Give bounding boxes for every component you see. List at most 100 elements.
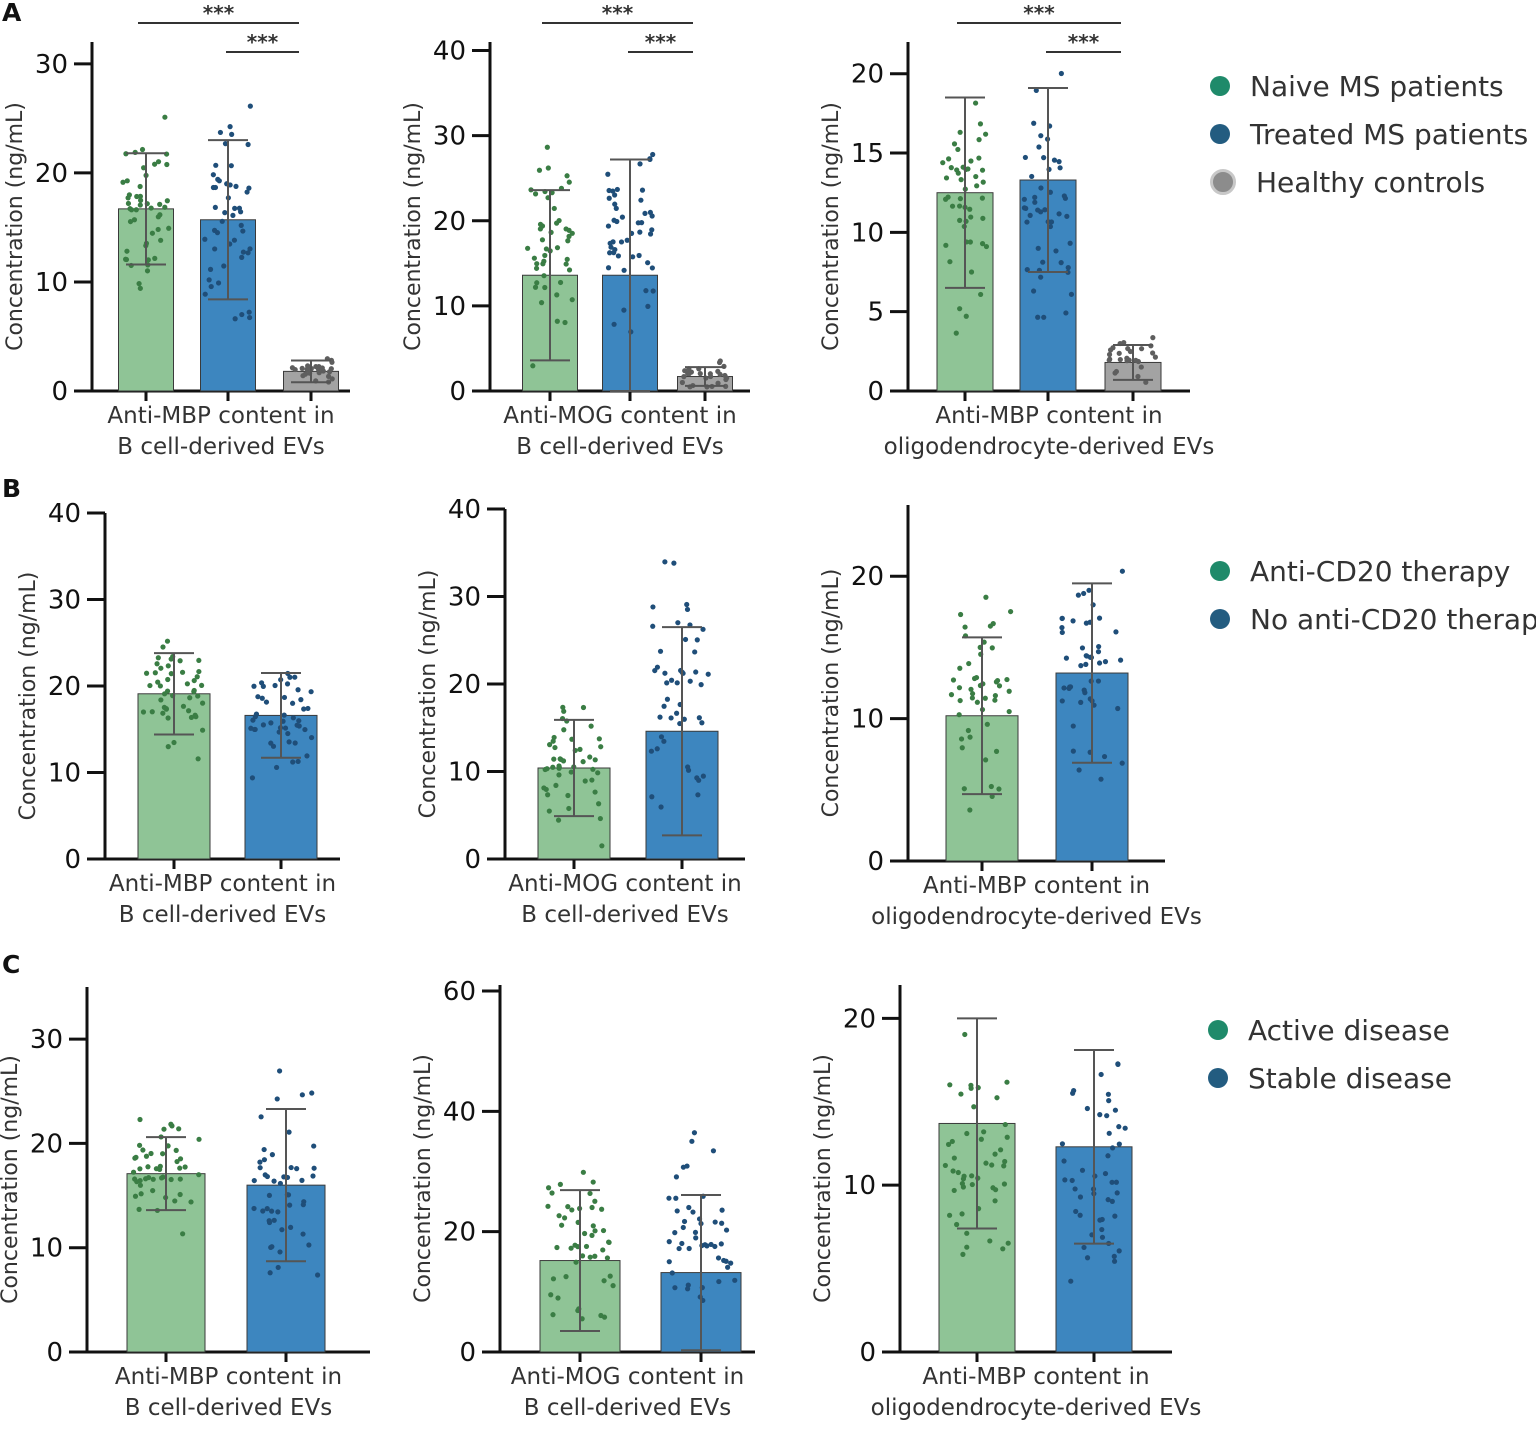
data-point xyxy=(314,1272,321,1278)
data-point xyxy=(319,365,325,371)
data-point xyxy=(1062,195,1068,201)
data-point xyxy=(648,748,655,754)
data-point xyxy=(666,1239,672,1245)
data-point xyxy=(195,756,201,762)
data-point xyxy=(957,306,963,312)
data-point xyxy=(606,1239,612,1246)
data-point xyxy=(1005,1240,1011,1246)
y-axis-title: Concentration (ng/mL) xyxy=(0,1055,23,1304)
data-point xyxy=(1102,659,1109,665)
data-point xyxy=(636,252,642,259)
data-point xyxy=(1047,189,1053,195)
data-point xyxy=(550,1312,556,1318)
data-point xyxy=(976,137,982,143)
data-point xyxy=(232,205,238,211)
data-point xyxy=(959,745,965,751)
data-point xyxy=(684,601,690,608)
data-point xyxy=(127,218,134,225)
significance-label: *** xyxy=(645,30,677,54)
data-point xyxy=(658,734,665,740)
data-point xyxy=(694,775,700,781)
data-point xyxy=(124,178,130,184)
data-point xyxy=(580,704,587,711)
data-point xyxy=(308,689,314,695)
data-point xyxy=(305,705,311,712)
data-point xyxy=(565,238,571,244)
data-point xyxy=(270,743,277,749)
data-point xyxy=(690,1209,696,1215)
data-point xyxy=(1119,760,1125,766)
data-point xyxy=(561,727,567,733)
data-point xyxy=(565,792,571,799)
data-point xyxy=(580,759,586,765)
data-point xyxy=(693,669,699,675)
data-point xyxy=(980,215,986,221)
data-point xyxy=(231,237,238,243)
y-tick-label: 15 xyxy=(851,139,884,169)
data-point xyxy=(1041,155,1047,161)
legend-label: Stable disease xyxy=(1248,1061,1452,1095)
data-point xyxy=(233,183,239,190)
data-point xyxy=(1099,1226,1105,1233)
data-point xyxy=(549,1190,555,1196)
data-point xyxy=(716,1278,722,1285)
data-point xyxy=(1068,1278,1074,1284)
legend-item: Healthy controls xyxy=(1210,158,1528,206)
data-point xyxy=(676,1245,682,1252)
data-point xyxy=(1059,625,1065,631)
data-point xyxy=(128,207,135,213)
data-point xyxy=(172,1198,178,1204)
data-point xyxy=(650,151,656,158)
data-point xyxy=(590,1223,596,1229)
data-point xyxy=(1065,265,1071,271)
data-point xyxy=(551,756,557,762)
data-point xyxy=(673,1174,680,1180)
data-point xyxy=(949,203,956,209)
data-point xyxy=(671,560,677,566)
data-point xyxy=(942,196,949,202)
data-point xyxy=(544,766,550,772)
data-point xyxy=(1110,1145,1116,1151)
data-point xyxy=(196,1136,202,1142)
data-point xyxy=(202,291,208,297)
data-point xyxy=(1109,1179,1115,1185)
data-point xyxy=(645,260,651,266)
data-point xyxy=(160,1174,166,1180)
data-point xyxy=(199,727,206,733)
data-point xyxy=(163,705,169,712)
data-point xyxy=(299,1177,305,1183)
data-point xyxy=(1047,223,1054,230)
data-point xyxy=(1143,379,1149,385)
data-point xyxy=(288,1164,294,1171)
x-axis-title-line: Anti-MBP content in xyxy=(109,871,336,897)
data-point xyxy=(958,1091,964,1097)
panel-letter-c: C xyxy=(2,950,21,979)
data-point xyxy=(1001,1163,1007,1169)
data-point xyxy=(987,1238,993,1244)
data-point xyxy=(969,695,975,701)
data-point xyxy=(1083,653,1089,659)
data-point xyxy=(177,1156,184,1162)
data-point xyxy=(964,1244,970,1250)
data-point xyxy=(615,253,622,259)
data-point xyxy=(587,754,593,760)
data-point xyxy=(290,715,296,721)
data-point xyxy=(563,261,569,267)
x-axis-title-line: Anti-MOG content in xyxy=(503,403,736,429)
data-point xyxy=(953,330,959,336)
data-point xyxy=(1107,347,1114,353)
data-point xyxy=(191,677,197,684)
data-point xyxy=(732,1277,738,1283)
data-point xyxy=(989,645,995,651)
data-point xyxy=(272,682,278,689)
data-point xyxy=(1116,350,1122,356)
data-point xyxy=(592,1228,598,1234)
data-point xyxy=(1113,629,1119,635)
data-point xyxy=(1135,358,1141,365)
data-point xyxy=(942,1162,948,1169)
y-tick-label: 10 xyxy=(48,759,81,789)
data-point xyxy=(136,281,142,287)
data-point xyxy=(1084,1255,1091,1261)
data-point xyxy=(545,792,551,798)
data-point xyxy=(275,1264,281,1271)
